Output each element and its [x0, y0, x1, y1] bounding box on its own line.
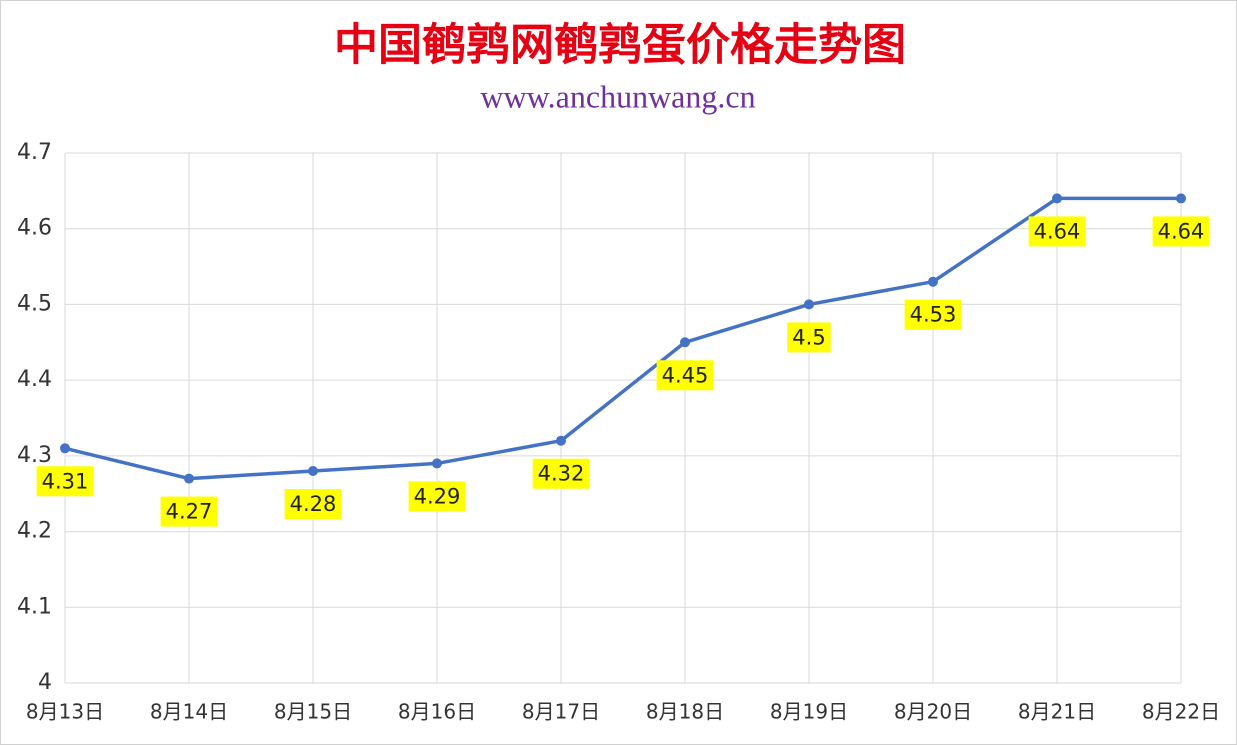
value-label: 4.45	[662, 363, 709, 387]
value-label: 4.53	[910, 303, 957, 327]
value-label-bg	[408, 481, 466, 512]
value-label: 4.64	[1034, 219, 1081, 243]
value-label: 4.64	[1158, 219, 1205, 243]
point	[928, 276, 938, 287]
x-tick-label: 8月13日	[26, 700, 104, 724]
point	[804, 299, 814, 310]
value-label-bg	[787, 322, 831, 353]
x-tick-label: 8月14日	[150, 700, 228, 724]
x-tick-label: 8月20日	[894, 700, 972, 724]
y-tick-label: 4.7	[17, 140, 52, 165]
x-tick-label: 8月22日	[1142, 700, 1220, 724]
value-label-bg	[656, 360, 714, 391]
value-label: 4.29	[414, 484, 461, 508]
value-label-bg	[904, 299, 962, 330]
value-label-bg	[160, 496, 218, 527]
value-label: 4.32	[538, 462, 585, 486]
value-label-bg	[532, 458, 590, 489]
series-line	[64, 196, 1181, 481]
point	[60, 443, 70, 454]
x-tick-label: 8月17日	[522, 700, 600, 724]
point	[680, 337, 690, 348]
y-tick-label: 4.4	[17, 367, 52, 392]
x-tick-label: 8月19日	[770, 700, 848, 724]
y-tick-label: 4	[38, 670, 52, 695]
y-tick-label: 4.3	[17, 443, 52, 468]
chart-title: 中国鹌鹑网鹌鹑蛋价格走势图	[334, 20, 906, 71]
point	[556, 435, 566, 446]
value-label-bg	[284, 489, 342, 519]
x-tick-label: 8月15日	[274, 700, 352, 724]
value-label: 4.28	[290, 492, 337, 516]
point	[1052, 193, 1062, 204]
x-tick-label: 8月21日	[1018, 700, 1096, 724]
value-label-bg	[1028, 216, 1086, 247]
point	[308, 466, 318, 476]
y-tick-label: 4.1	[17, 594, 52, 619]
y-tick-label: 4.5	[17, 291, 52, 316]
x-tick-label: 8月18日	[646, 700, 724, 724]
value-label: 4.5	[792, 325, 825, 349]
value-label: 4.27	[166, 500, 213, 524]
value-label: 4.31	[42, 469, 89, 493]
chart-subtitle: www.anchunwang.cn	[480, 78, 755, 114]
y-tick-label: 4.6	[17, 216, 52, 241]
x-tick-label: 8月16日	[398, 700, 476, 724]
value-label-bg	[1152, 216, 1210, 247]
point	[1176, 193, 1186, 204]
value-label-bg	[36, 466, 94, 497]
y-tick-label: 4.2	[17, 519, 52, 544]
point	[432, 458, 442, 469]
point	[184, 473, 194, 484]
